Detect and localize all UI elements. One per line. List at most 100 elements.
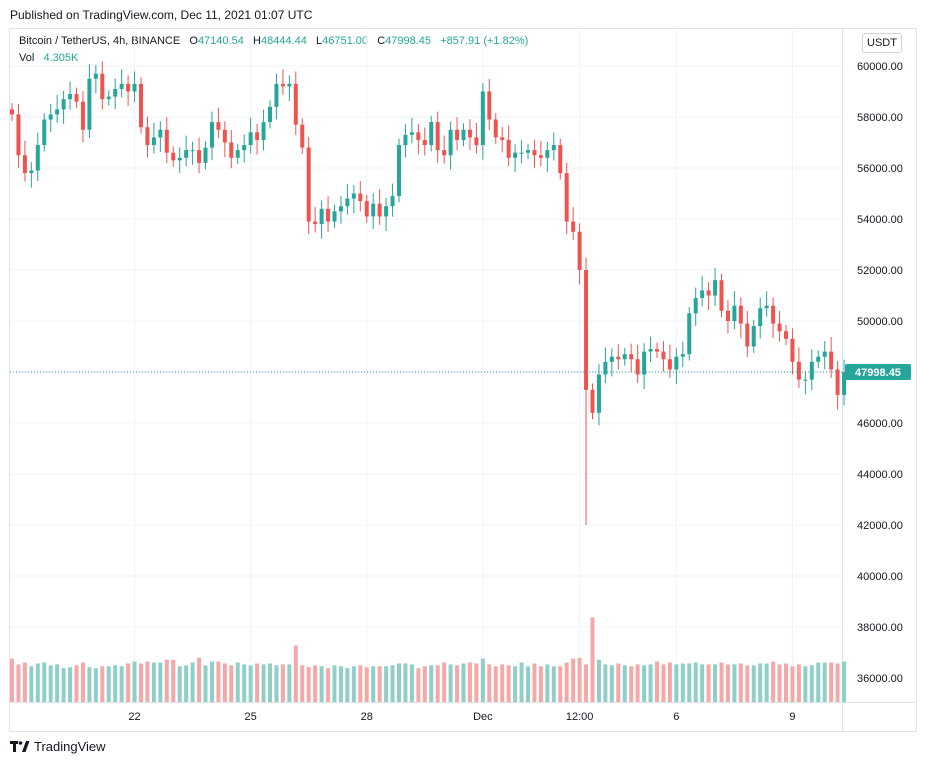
candle-body	[184, 150, 189, 158]
candle-body	[706, 290, 711, 296]
candle-body	[248, 132, 253, 146]
volume-bar	[513, 666, 518, 702]
volume-bar	[474, 663, 479, 702]
footer-brand[interactable]: TradingView	[10, 739, 106, 754]
x-tick-label: 9	[789, 711, 795, 723]
candle-body	[771, 305, 776, 324]
candle-body	[384, 206, 389, 217]
volume-bar	[519, 662, 524, 702]
volume-bar	[745, 665, 750, 702]
candle-body	[100, 73, 105, 100]
volume-legend[interactable]: Vol 4.305K	[19, 52, 78, 64]
volume-bar	[635, 664, 640, 702]
volume-bar	[790, 666, 795, 702]
candle-body	[442, 150, 447, 156]
volume-bar	[364, 667, 369, 702]
volume-bar	[642, 665, 647, 702]
volume-bar	[764, 663, 769, 702]
candle-body	[371, 203, 376, 217]
volume-bar	[209, 661, 214, 702]
candle-body	[48, 114, 53, 120]
currency-button[interactable]: USDT	[862, 33, 902, 53]
volume-bar	[835, 663, 840, 702]
volume-bar	[487, 664, 492, 702]
candle-body	[480, 91, 485, 146]
volume-bar	[126, 663, 131, 702]
candle-body	[474, 137, 479, 146]
volume-bar	[338, 666, 343, 702]
published-caption: Published on TradingView.com, Dec 11, 20…	[10, 8, 313, 22]
volume-bar	[10, 658, 14, 702]
candle-body	[222, 129, 227, 143]
candle-body	[816, 356, 821, 362]
volume-bar	[493, 666, 498, 702]
volume-bar	[293, 645, 298, 702]
candle-body	[80, 101, 85, 130]
candle-body	[68, 94, 73, 100]
candle-body	[409, 132, 414, 135]
volume-bar	[777, 664, 782, 702]
volume-bar	[106, 666, 111, 702]
volume-bar	[603, 664, 608, 702]
candle-body	[500, 137, 505, 140]
candle-body	[680, 354, 685, 357]
low-value: 46751.00	[322, 35, 369, 47]
volume-bar	[725, 664, 730, 702]
candle-body	[558, 145, 563, 174]
volume-bar	[751, 665, 756, 702]
volume-bar	[564, 662, 569, 702]
candle-body	[358, 193, 363, 202]
x-tick-label: 6	[673, 711, 679, 723]
candle-body	[151, 137, 156, 146]
low-label: L	[316, 35, 323, 47]
footer-brand-label: TradingView	[34, 739, 106, 754]
candle-body	[435, 122, 440, 151]
volume-bar	[145, 661, 150, 702]
volume-bar	[119, 666, 124, 702]
volume-bar	[248, 665, 253, 702]
volume-bar	[416, 668, 421, 702]
volume-bar	[268, 663, 272, 702]
chart-frame	[9, 28, 917, 732]
candle-body	[687, 313, 692, 355]
volume-bar	[803, 666, 808, 702]
candle-body	[177, 157, 182, 161]
volume-bar	[93, 668, 98, 702]
volume-bar	[87, 667, 92, 702]
candle-body	[777, 323, 782, 332]
open-label: O	[189, 35, 198, 47]
candle-body	[493, 119, 498, 138]
candle-body	[526, 150, 530, 153]
candle-body	[29, 170, 34, 174]
volume-bar	[700, 664, 705, 702]
candle-body	[809, 361, 814, 380]
y-tick-label: 46000.00	[857, 418, 903, 430]
candle-body	[119, 83, 124, 89]
candle-body	[377, 203, 382, 217]
volume-bar	[300, 665, 305, 702]
candle-body	[700, 290, 705, 299]
candle-body	[190, 150, 195, 152]
candle-body	[635, 359, 640, 375]
candle-body	[93, 73, 98, 79]
candle-body	[255, 132, 260, 140]
volume-bar	[629, 666, 634, 702]
volume-bar	[235, 662, 240, 702]
candle-body	[622, 354, 627, 360]
candle-body	[429, 122, 434, 146]
symbol-legend[interactable]: Bitcoin / TetherUS, 4h, BINANCE O47140.5…	[19, 35, 528, 47]
volume-bar	[61, 668, 66, 702]
candle-body	[132, 83, 137, 92]
volume-bar	[255, 663, 260, 702]
volume-bar	[809, 665, 814, 702]
candle-body	[803, 379, 808, 381]
candle-body	[397, 145, 401, 197]
volume-bar	[261, 664, 266, 702]
candle-body	[725, 310, 730, 321]
symbol-title: Bitcoin / TetherUS, 4h, BINANCE	[19, 35, 181, 47]
volume-bar	[132, 661, 137, 702]
volume-bar	[326, 668, 331, 702]
candle-body	[74, 94, 79, 102]
candle-body	[338, 206, 343, 212]
